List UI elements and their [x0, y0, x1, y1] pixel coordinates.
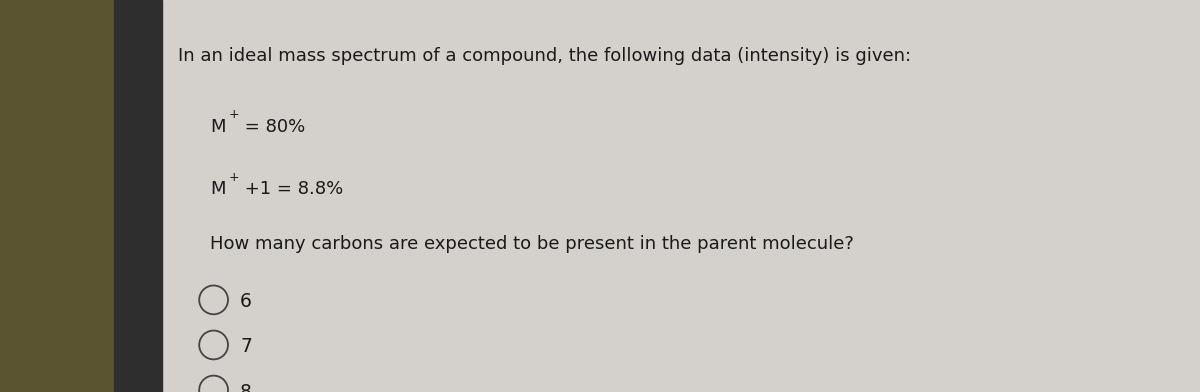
Text: In an ideal mass spectrum of a compound, the following data (intensity) is given: In an ideal mass spectrum of a compound,…	[178, 47, 911, 65]
Text: 8: 8	[240, 383, 252, 392]
Text: +: +	[228, 108, 239, 121]
Text: M: M	[210, 118, 226, 136]
Text: +: +	[228, 171, 239, 183]
Text: 6: 6	[240, 292, 252, 311]
Text: 7: 7	[240, 338, 252, 356]
Text: M: M	[210, 180, 226, 198]
Text: How many carbons are expected to be present in the parent molecule?: How many carbons are expected to be pres…	[210, 235, 854, 253]
Text: +1 = 8.8%: +1 = 8.8%	[239, 180, 343, 198]
Text: = 80%: = 80%	[239, 118, 305, 136]
